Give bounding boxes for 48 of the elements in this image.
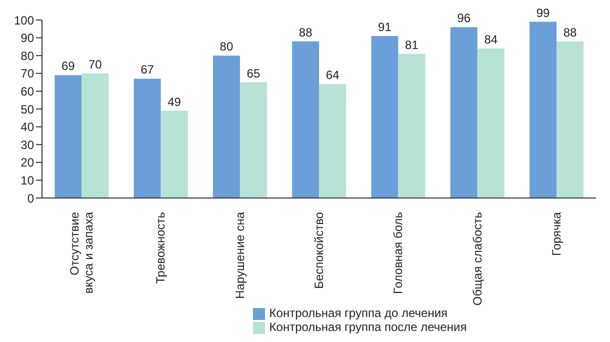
x-tick-label: Отсутствие вкуса и запаха — [68, 212, 96, 294]
data-label: 65 — [246, 66, 260, 80]
bar — [82, 73, 109, 198]
y-tick-label: 90 — [20, 31, 34, 46]
y-tick-label: 20 — [20, 156, 34, 170]
data-label: 69 — [61, 59, 76, 74]
bar — [450, 27, 478, 198]
y-tick-label: 10 — [20, 173, 34, 188]
bar — [530, 22, 557, 198]
bar — [292, 41, 320, 198]
data-label: 64 — [326, 68, 340, 82]
y-tick-label: 80 — [20, 48, 34, 63]
data-label: 88 — [563, 25, 578, 40]
x-tick-label: Нарушение сна — [232, 212, 247, 299]
bar — [398, 54, 426, 198]
y-tick-label: 70 — [20, 66, 34, 81]
data-label: 84 — [484, 32, 498, 46]
data-label: 70 — [88, 57, 102, 72]
bar — [134, 78, 161, 198]
data-label: 96 — [457, 11, 471, 26]
y-tick-label: 100 — [14, 13, 34, 28]
bar — [240, 82, 267, 198]
x-tick-label: Тревожность — [154, 212, 168, 284]
data-label: 88 — [298, 25, 313, 40]
data-label: 81 — [405, 38, 419, 52]
x-tick-label: Горячка — [549, 212, 564, 256]
y-tick-label: 50 — [20, 102, 34, 116]
data-label: 80 — [220, 40, 234, 54]
bar — [54, 75, 82, 198]
legend-label: Контрольная группа после лечения — [269, 320, 467, 334]
data-label: 67 — [140, 62, 154, 77]
bar — [319, 84, 346, 198]
bar — [160, 110, 188, 198]
y-tick-label: 40 — [20, 120, 34, 134]
data-label: 49 — [168, 94, 182, 109]
data-label: 99 — [536, 6, 550, 20]
bar — [371, 36, 398, 198]
x-tick-label: Общая слабость — [470, 212, 484, 306]
legend-label: Контрольная группа до лечения — [269, 306, 448, 320]
y-tick-label: 0 — [27, 191, 34, 206]
x-tick-label: Головная боль — [391, 212, 406, 294]
x-tick-label: Беспокойство — [312, 212, 326, 289]
bar — [477, 48, 504, 198]
bar — [556, 41, 584, 198]
y-tick-label: 30 — [20, 138, 34, 152]
bar — [212, 56, 240, 198]
data-label: 91 — [378, 20, 392, 34]
y-tick-label: 60 — [20, 84, 34, 98]
